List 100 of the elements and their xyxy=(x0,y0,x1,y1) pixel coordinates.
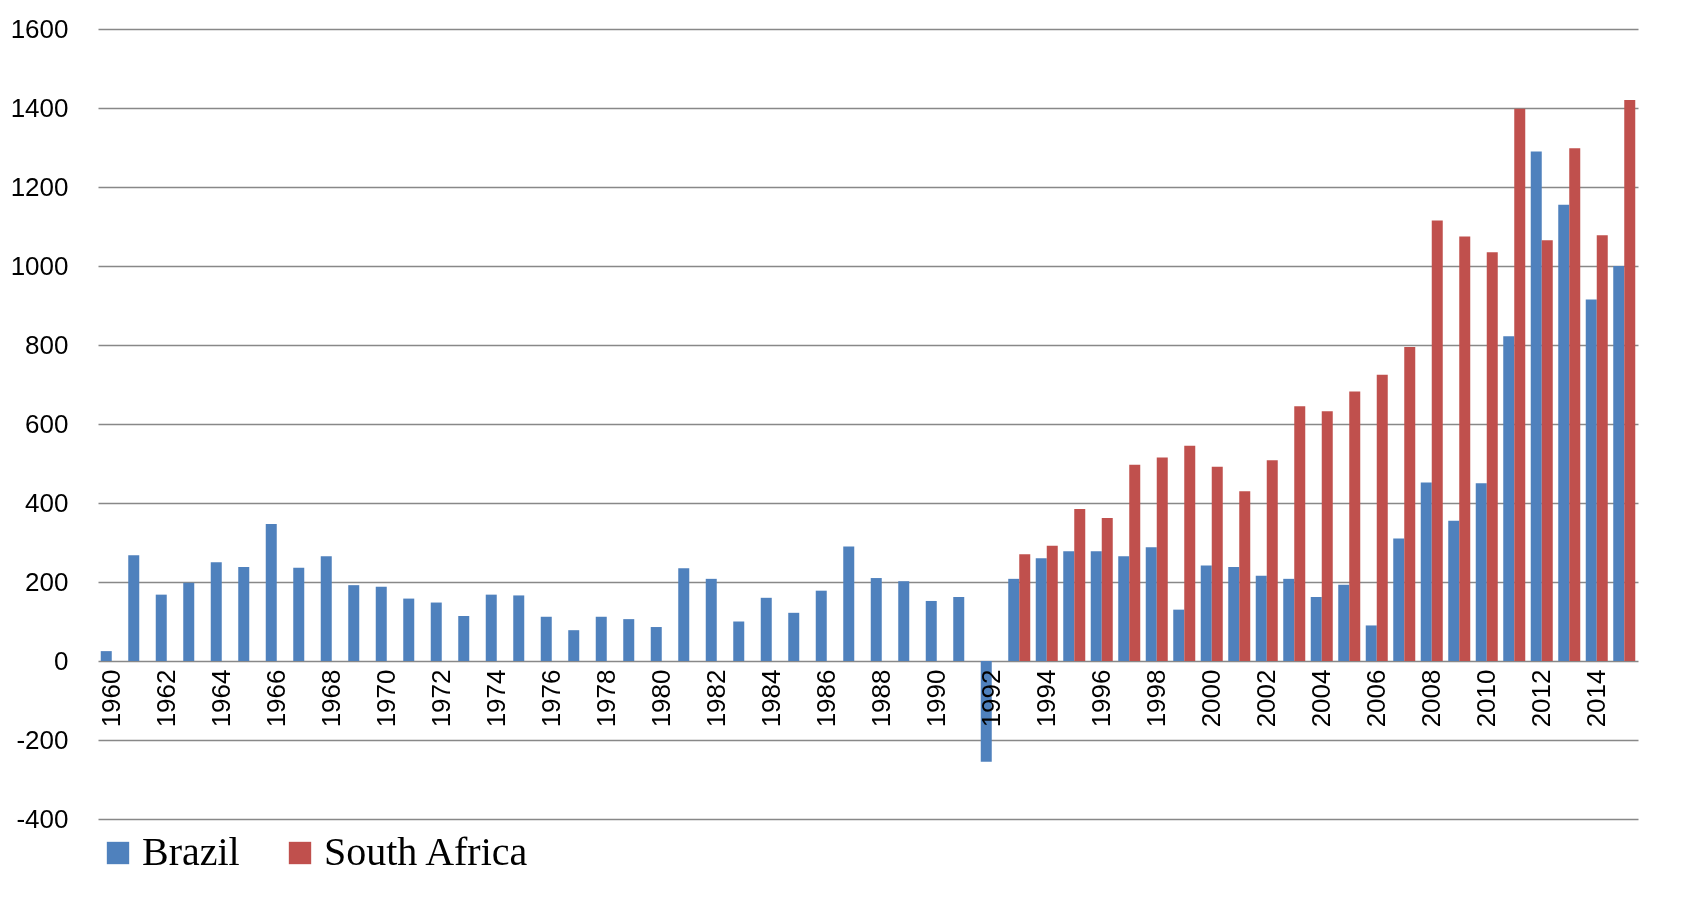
y-tick-label: 800 xyxy=(25,329,69,360)
bar xyxy=(1035,558,1047,661)
bar xyxy=(155,594,167,661)
bar xyxy=(1266,460,1278,661)
x-tick-label: 2010 xyxy=(1470,669,1501,728)
legend-label: South Africa xyxy=(324,829,528,874)
bar xyxy=(1503,336,1515,661)
bar xyxy=(320,556,332,661)
bar xyxy=(1585,299,1597,661)
bar xyxy=(1129,464,1141,661)
x-tick-label: 1998 xyxy=(1140,669,1171,728)
bar xyxy=(375,586,387,661)
bar xyxy=(128,555,140,661)
bar xyxy=(1596,235,1608,661)
x-tick-label: 1960 xyxy=(95,669,126,728)
x-tick-label: 1984 xyxy=(755,669,786,728)
x-tick-label: 1966 xyxy=(260,669,291,728)
bar xyxy=(403,598,415,661)
bar xyxy=(1228,566,1240,661)
bar xyxy=(1514,108,1526,661)
x-tick-label: 1978 xyxy=(590,669,621,728)
bar xyxy=(1404,346,1416,661)
bar xyxy=(1200,565,1212,661)
bar xyxy=(238,566,250,661)
bar xyxy=(1184,445,1196,661)
x-tick-label: 1986 xyxy=(810,669,841,728)
bar xyxy=(458,615,470,661)
y-tick-label: 400 xyxy=(25,487,69,518)
bar xyxy=(1239,491,1251,661)
bar xyxy=(1019,554,1031,661)
bar xyxy=(1283,578,1295,661)
y-tick-label: -200 xyxy=(16,724,69,755)
legend-label: Brazil xyxy=(142,829,240,874)
x-tick-label: 2002 xyxy=(1250,669,1281,728)
bar xyxy=(1569,148,1581,661)
bar xyxy=(1365,625,1377,661)
bar xyxy=(733,621,745,661)
x-tick-label: 1976 xyxy=(535,669,566,728)
x-tick-label: 1992 xyxy=(975,669,1006,728)
bar xyxy=(265,523,277,661)
bar xyxy=(760,597,772,661)
bar xyxy=(183,582,195,661)
bar xyxy=(293,567,305,661)
x-tick-label: 1988 xyxy=(865,669,896,728)
bar xyxy=(650,627,662,661)
bar xyxy=(1349,391,1361,661)
bar xyxy=(1118,556,1130,661)
x-tick-label: 1964 xyxy=(205,669,236,728)
bar xyxy=(595,616,607,661)
bar xyxy=(1063,551,1075,661)
bar xyxy=(1393,538,1405,661)
bar xyxy=(1255,575,1267,661)
bar xyxy=(1294,406,1306,661)
x-tick-label: 2014 xyxy=(1580,669,1611,728)
bar xyxy=(705,578,717,661)
bar xyxy=(678,568,690,661)
bar xyxy=(1541,240,1553,661)
y-tick-label: 1400 xyxy=(10,92,69,123)
bar xyxy=(925,600,937,661)
bar xyxy=(1008,578,1020,661)
y-tick-label: 600 xyxy=(25,408,69,439)
bar xyxy=(1321,411,1333,661)
x-tick-label: 1972 xyxy=(425,669,456,728)
y-tick-label: 1200 xyxy=(10,171,69,202)
bar xyxy=(1624,100,1636,661)
bar xyxy=(1101,518,1113,661)
bar xyxy=(1074,508,1086,661)
x-tick-label: 1982 xyxy=(700,669,731,728)
bar xyxy=(1486,252,1498,661)
bar xyxy=(1448,520,1460,661)
x-tick-label: 1996 xyxy=(1085,669,1116,728)
bar xyxy=(1558,204,1570,661)
bar xyxy=(1145,547,1157,661)
y-tick-label: -400 xyxy=(16,803,69,834)
bar xyxy=(1420,482,1432,661)
y-tick-label: 1000 xyxy=(10,250,69,281)
bar xyxy=(210,562,222,661)
bar xyxy=(953,597,965,661)
bar xyxy=(100,651,112,661)
bar xyxy=(485,594,497,661)
y-tick-label: 200 xyxy=(25,566,69,597)
bar xyxy=(788,612,800,661)
x-tick-label: 1968 xyxy=(315,669,346,728)
bar xyxy=(430,602,442,661)
bar xyxy=(513,595,525,661)
bar xyxy=(1376,374,1388,661)
x-tick-label: 1990 xyxy=(920,669,951,728)
x-tick-label: 1974 xyxy=(480,669,511,728)
bar xyxy=(1046,545,1058,661)
bar xyxy=(1475,483,1487,661)
x-tick-label: 2004 xyxy=(1305,669,1336,728)
bar xyxy=(1173,609,1185,661)
bar xyxy=(1156,457,1168,661)
x-tick-label: 1994 xyxy=(1030,669,1061,728)
bar xyxy=(870,578,882,661)
bar xyxy=(1530,151,1542,661)
bar xyxy=(1459,236,1471,661)
bar xyxy=(623,619,635,661)
y-tick-label: 1600 xyxy=(10,13,69,44)
bar xyxy=(348,585,360,661)
